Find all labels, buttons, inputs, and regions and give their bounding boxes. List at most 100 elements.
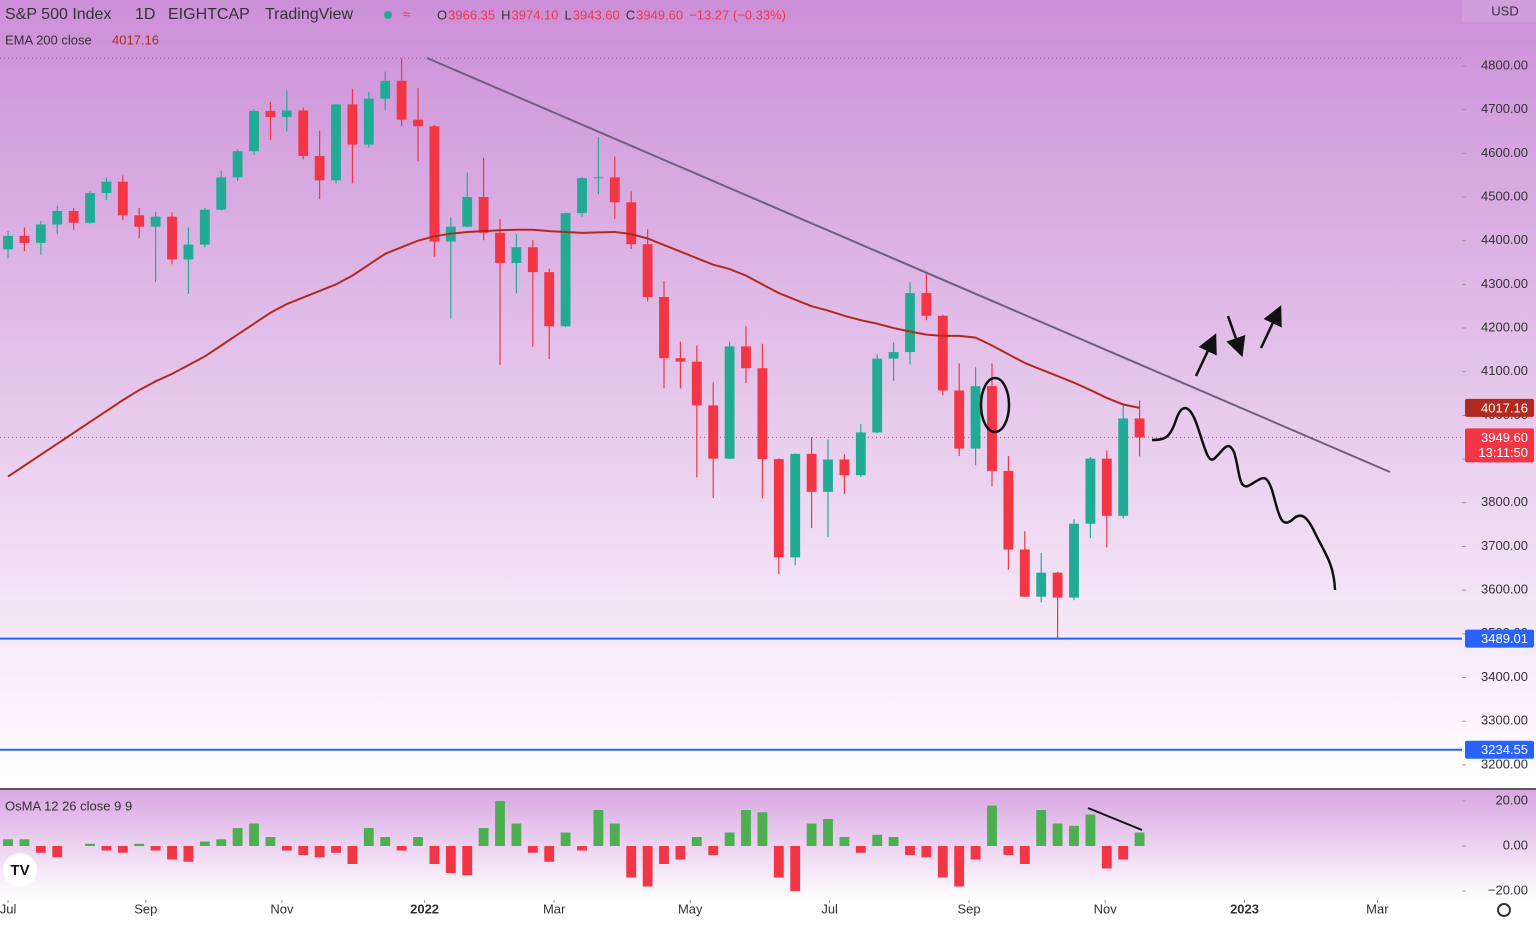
osma-bar [167,846,177,860]
candle-body [691,361,702,406]
osma-bar [806,823,817,847]
osma-bar [642,846,653,887]
y-tick-label: 0.00 [1503,837,1528,852]
candle-body [117,181,128,216]
candle-body [806,453,817,492]
candle-body [462,197,473,227]
candle-body [1019,549,1030,597]
candle-body [265,110,276,118]
y-tick-label: 20.00 [1495,792,1528,807]
osma-bar [462,846,473,876]
y-tick-label: 4200.00 [1481,319,1528,334]
osma-bar [216,839,227,847]
y-tick-label: 4800.00 [1481,57,1528,72]
candle-body [281,110,292,118]
osma-bar [478,828,489,847]
candle-body [199,209,210,245]
level-label-box [1465,740,1534,759]
candle-body [150,216,161,227]
symbol-title: S&P 500 Index [5,6,111,23]
candle-body [101,181,112,194]
candle-body [396,80,407,120]
y-tick-label: −20.00 [1488,882,1528,897]
y-tick-label: 4300.00 [1481,276,1528,291]
candle-body [1052,572,1063,598]
osma-bar [527,846,538,853]
osma-bar [1085,814,1096,847]
osma-bar [396,846,407,851]
osma-bar [757,812,768,847]
circle-annotation [979,376,1011,434]
x-tick-label: 2022 [410,901,439,916]
price-pane [0,0,1536,788]
osma-bar [593,810,604,847]
candle-body [757,368,768,460]
legend-value: 3949.60 [636,7,683,22]
osma-bar [659,846,669,865]
osma-bar [626,846,637,878]
osma-bar [347,846,358,865]
level-label-box [1465,629,1534,648]
osma-bar [691,837,702,847]
osma-bar [199,841,210,847]
osma-bar [134,843,145,847]
osma-pane [0,790,1536,900]
settings-icon[interactable] [1497,903,1511,917]
candle-body [708,405,719,459]
y-tick-label: 4400.00 [1481,232,1528,247]
candle-body [216,177,227,210]
osma-bar [265,837,276,847]
candle-body [675,358,686,362]
candle-body [888,352,899,359]
x-tick-label: Nov [1094,901,1118,916]
osma-bar [741,810,751,847]
x-tick-label: Sep [957,901,980,916]
last-price-label: 3949.60 [1481,430,1528,445]
y-tick-label: 3300.00 [1481,713,1528,728]
osma-bar [1052,823,1063,847]
level-label: 3234.55 [1481,742,1528,757]
candle-body [478,197,489,233]
y-tick-label: 3200.00 [1481,756,1528,771]
candle-body [1118,418,1129,516]
osma-bar [19,839,30,847]
candle-body [68,210,79,223]
osma-bar [1036,810,1047,847]
osma-bar [3,839,13,847]
y-tick-label: 3800.00 [1481,494,1528,509]
legend-key: C [626,7,635,22]
candle-body [298,110,309,156]
ema-label-box [1465,398,1534,417]
osma-bar [724,832,735,847]
candle-body [1134,418,1145,438]
currency[interactable]: USD [1491,3,1518,18]
osma-bar [495,801,505,847]
source: TradingView [265,6,353,23]
candle-body [544,272,555,327]
candle-body [872,358,883,433]
osma-bar [511,823,522,847]
countdown-label: 13:11:50 [1478,445,1528,460]
osma-bar [1019,846,1030,865]
candle-body [921,293,932,316]
osma-bar [790,846,801,892]
status-dot [384,11,392,19]
ema-line [7,228,1140,478]
candle-body [3,235,13,250]
arrow [1226,315,1246,358]
candle-body [954,390,965,449]
tv-logo[interactable] [3,853,37,887]
y-tick-label: 4100.00 [1481,363,1528,378]
y-tick-label: 3400.00 [1481,669,1528,684]
tv-logo-mark[interactable]: TV [10,862,29,879]
y-tick-label: 3600.00 [1481,582,1528,597]
candle-body [839,459,850,476]
candle-body [413,119,423,127]
arrow [1194,333,1217,377]
osma-bar [609,823,620,847]
candle-body [773,459,784,558]
candle-body [626,202,637,245]
candle-body [52,210,63,225]
legend-change: −13.27 (−0.33%) [689,7,786,22]
